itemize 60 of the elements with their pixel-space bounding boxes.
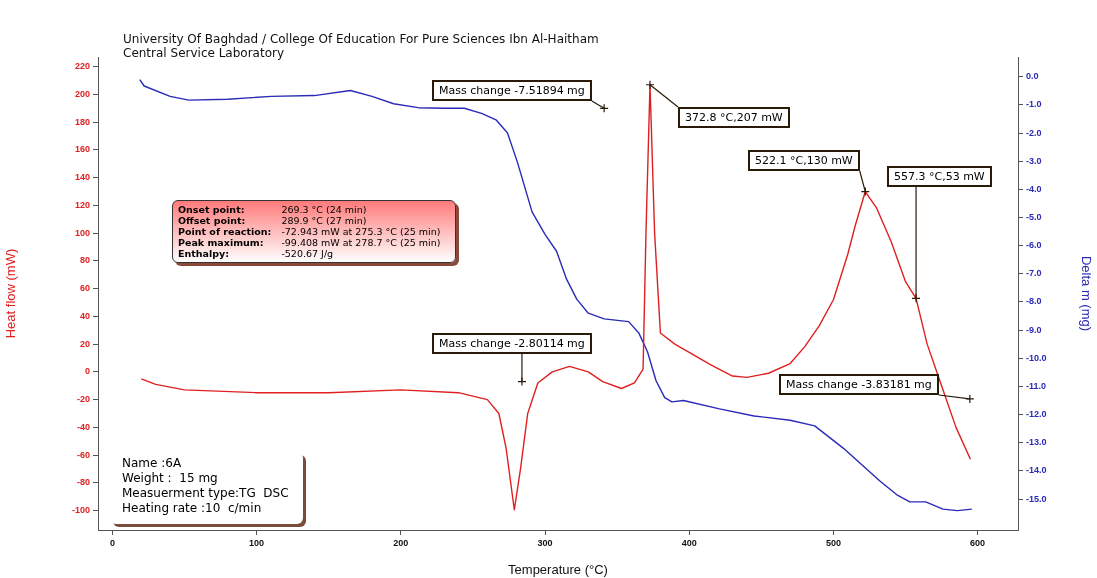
x-tick-label: 100: [249, 537, 265, 548]
x-axis-title: Temperature (°C): [508, 561, 608, 577]
y-tick-label: -100: [71, 505, 90, 516]
annotation: Name :6A: [122, 456, 183, 471]
y2-tick-label: -15.0: [1026, 493, 1047, 504]
y2-tick-label: -6.0: [1026, 240, 1042, 251]
y2-tick-label: -9.0: [1026, 324, 1042, 335]
chart-title: University Of Baghdad / College Of Education For Pure Sciences Ibn Al-Haitham: [123, 32, 599, 46]
y2-tick-label: -13.0: [1026, 437, 1047, 448]
y2-tick-label: 0.0: [1026, 71, 1039, 82]
annotation: 522.1 °C,130 mW: [748, 150, 860, 171]
y2-tick-label: -11.0: [1026, 380, 1047, 391]
x-tick-label: 500: [825, 537, 841, 548]
y2-tick-label: -12.0: [1026, 409, 1047, 420]
x-tick-label: 200: [393, 537, 409, 548]
annotation: Heating rate :10 c/min: [122, 501, 263, 516]
y-tick-label: -20: [76, 394, 90, 405]
annotation: Mass change -3.83181 mg: [779, 374, 939, 395]
text: Offset point: 289.9 °C (27 min): [178, 215, 367, 226]
text: Enthalpy: -520.67 J/g: [178, 248, 334, 259]
y-tick-label: 160: [74, 144, 90, 155]
y2-tick-label: -10.0: [1026, 352, 1047, 363]
y-tick-label: -60: [76, 449, 90, 460]
y-axis-title: Heat flow (mW): [3, 248, 19, 339]
y-tick-label: 60: [79, 283, 90, 294]
annotation: Mass change -7.51894 mg: [432, 80, 592, 101]
y-tick-label: 200: [74, 88, 90, 99]
y-tick-label: 180: [74, 116, 90, 127]
x-tick-label: 0: [109, 537, 115, 548]
y2-tick-label: -5.0: [1026, 211, 1042, 222]
x-tick-label: 400: [681, 537, 697, 548]
y-tick-label: 100: [74, 227, 90, 238]
y2-axis-title: Delta m (mg): [1078, 255, 1094, 332]
y-tick-label: 40: [79, 310, 90, 321]
y2-tick-label: -3.0: [1026, 155, 1042, 166]
y-tick-label: 0: [84, 366, 90, 377]
y-tick-label: 120: [74, 199, 90, 210]
y2-tick-label: -4.0: [1026, 183, 1042, 194]
y-tick-label: -40: [76, 421, 90, 432]
annotation: Mass change -2.80114 mg: [432, 333, 592, 354]
y2-tick-label: -2.0: [1026, 127, 1042, 138]
annotation: Measuerment type:TG DSC: [122, 486, 289, 501]
y-tick-label: 220: [74, 61, 90, 72]
annotation: 372.8 °C,207 mW: [678, 107, 790, 128]
y-tick-label: 80: [79, 255, 90, 266]
y2-tick-label: -1.0: [1026, 99, 1042, 110]
text: Onset point: 269.3 °C (24 min): [178, 204, 367, 215]
annotation: Point of reaction: -72.943 mW at 275.3 °C (25 min): [178, 226, 442, 237]
annotation: Weight : 15 mg: [122, 471, 219, 486]
y-tick-label: 20: [79, 338, 90, 349]
text: Peak maximum: -99.408 mW at 278.7 °C (25 min): [178, 237, 441, 248]
x-tick-label: 600: [970, 537, 986, 548]
y-tick-label: 140: [74, 172, 90, 183]
y2-tick-label: -7.0: [1026, 268, 1042, 279]
y2-tick-label: -8.0: [1026, 296, 1042, 307]
chart-subtitle: Central Service Laboratory: [123, 46, 285, 60]
annotation: 557.3 °C,53 mW: [887, 166, 992, 187]
x-tick-label: 300: [537, 537, 553, 548]
y-tick-label: -80: [76, 477, 90, 488]
y2-tick-label: -14.0: [1026, 465, 1047, 476]
